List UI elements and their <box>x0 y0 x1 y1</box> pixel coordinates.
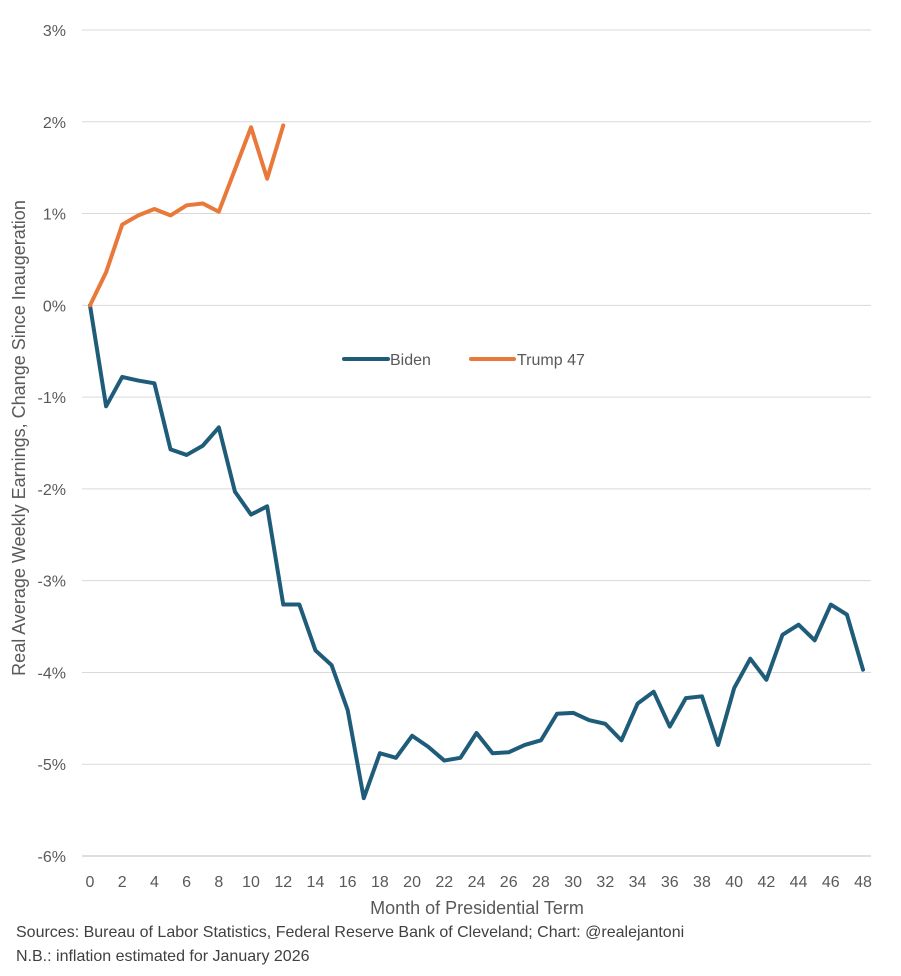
x-tick-label: 8 <box>214 874 223 891</box>
x-tick-label: 26 <box>500 874 518 891</box>
x-tick-label: 34 <box>629 874 647 891</box>
x-tick-label: 24 <box>468 874 486 891</box>
y-tick-label: -4% <box>38 665 66 682</box>
y-axis-ticks: 3% 2% 1% 0% -1% -2% -3% -4% -5% -6% <box>38 23 66 866</box>
x-tick-label: 16 <box>339 874 357 891</box>
x-tick-label: 28 <box>532 874 550 891</box>
series-lines <box>88 123 865 801</box>
gridlines <box>82 29 871 857</box>
legend-label-trump-47: Trump 47 <box>517 352 585 369</box>
x-axis-ticks: 0 2 4 6 8 10 12 14 16 18 20 22 24 26 28 30 32 34 36 38 40 42 4… <box>86 874 872 891</box>
source-note: Sources: Bureau of Labor Statistics, Fed… <box>16 924 685 941</box>
y-tick-label: 1% <box>43 207 66 224</box>
series-line-trump-47 <box>88 123 286 308</box>
x-tick-label: 46 <box>822 874 840 891</box>
x-tick-label: 22 <box>435 874 453 891</box>
x-tick-label: 20 <box>403 874 421 891</box>
x-tick-label: 12 <box>274 874 292 891</box>
y-tick-label: -1% <box>38 390 66 407</box>
x-tick-label: 10 <box>242 874 260 891</box>
x-tick-label: 0 <box>86 874 95 891</box>
x-tick-label: 14 <box>307 874 325 891</box>
x-tick-label: 38 <box>693 874 711 891</box>
x-tick-label: 2 <box>118 874 127 891</box>
y-tick-label: 2% <box>43 115 66 132</box>
y-tick-label: 0% <box>43 298 66 315</box>
y-tick-label: -2% <box>38 482 66 499</box>
x-tick-label: 4 <box>150 874 159 891</box>
x-tick-label: 48 <box>854 874 872 891</box>
y-tick-label: -3% <box>38 574 66 591</box>
y-tick-label: -6% <box>38 849 66 866</box>
x-tick-label: 32 <box>596 874 614 891</box>
y-axis-title: Real Average Weekly Earnings, Change Sin… <box>9 200 29 676</box>
x-tick-label: 18 <box>371 874 389 891</box>
x-tick-label: 36 <box>661 874 679 891</box>
y-tick-label: 3% <box>43 23 66 40</box>
series-line-biden <box>88 303 865 801</box>
x-axis-title: Month of Presidential Term <box>370 898 584 918</box>
y-tick-label: -5% <box>38 757 66 774</box>
x-tick-label: 42 <box>757 874 775 891</box>
legend-label-biden: Biden <box>390 352 431 369</box>
x-tick-label: 40 <box>725 874 743 891</box>
nb-note: N.B.: inflation estimated for January 20… <box>16 948 310 965</box>
x-tick-label: 30 <box>564 874 582 891</box>
legend: Biden Trump 47 <box>342 352 585 369</box>
x-tick-label: 6 <box>182 874 191 891</box>
x-tick-label: 44 <box>790 874 808 891</box>
